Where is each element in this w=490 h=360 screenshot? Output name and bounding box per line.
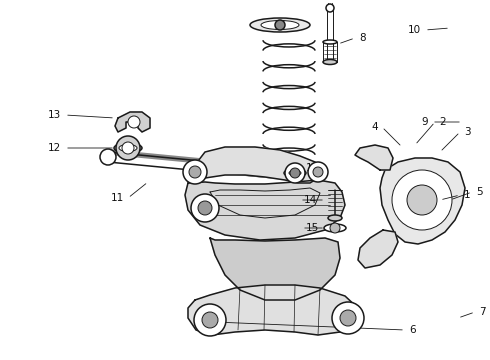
Polygon shape xyxy=(355,145,393,170)
Ellipse shape xyxy=(284,169,306,177)
Text: 5: 5 xyxy=(476,187,483,197)
Circle shape xyxy=(313,167,323,177)
Text: 12: 12 xyxy=(48,143,61,153)
Circle shape xyxy=(194,304,226,336)
Circle shape xyxy=(392,170,452,230)
Circle shape xyxy=(285,163,305,183)
Text: 7: 7 xyxy=(479,307,486,317)
Text: 9: 9 xyxy=(421,117,428,127)
Circle shape xyxy=(202,312,218,328)
Text: 6: 6 xyxy=(409,325,416,335)
Ellipse shape xyxy=(328,215,342,221)
Text: 13: 13 xyxy=(48,110,61,120)
Circle shape xyxy=(198,201,212,215)
Text: 8: 8 xyxy=(359,33,366,43)
Polygon shape xyxy=(115,112,150,132)
Text: 2: 2 xyxy=(439,117,445,127)
Circle shape xyxy=(189,166,201,178)
Text: 15: 15 xyxy=(306,163,319,173)
Circle shape xyxy=(332,302,364,334)
Text: 10: 10 xyxy=(408,25,421,35)
Circle shape xyxy=(116,136,140,160)
Text: 14: 14 xyxy=(304,195,317,205)
Ellipse shape xyxy=(323,40,337,44)
Circle shape xyxy=(183,160,207,184)
Ellipse shape xyxy=(261,21,299,30)
Circle shape xyxy=(326,4,334,12)
Ellipse shape xyxy=(324,224,346,232)
Polygon shape xyxy=(358,230,398,268)
Text: 3: 3 xyxy=(464,127,470,137)
Circle shape xyxy=(275,20,285,30)
Circle shape xyxy=(330,223,340,233)
Circle shape xyxy=(290,168,300,178)
Text: 11: 11 xyxy=(111,193,124,203)
Circle shape xyxy=(407,185,437,215)
Text: 1: 1 xyxy=(464,190,470,200)
Circle shape xyxy=(100,149,116,165)
Ellipse shape xyxy=(119,144,137,152)
Text: 15: 15 xyxy=(306,223,319,233)
Circle shape xyxy=(308,162,328,182)
Polygon shape xyxy=(380,158,465,244)
Circle shape xyxy=(122,142,134,154)
Polygon shape xyxy=(188,285,360,335)
Polygon shape xyxy=(210,238,340,300)
Polygon shape xyxy=(186,147,322,183)
Circle shape xyxy=(191,194,219,222)
Ellipse shape xyxy=(323,59,337,64)
Ellipse shape xyxy=(250,18,310,32)
Circle shape xyxy=(340,310,356,326)
Ellipse shape xyxy=(289,171,301,175)
Circle shape xyxy=(128,116,140,128)
Ellipse shape xyxy=(114,143,142,153)
Polygon shape xyxy=(185,180,345,240)
Text: 4: 4 xyxy=(371,122,378,132)
